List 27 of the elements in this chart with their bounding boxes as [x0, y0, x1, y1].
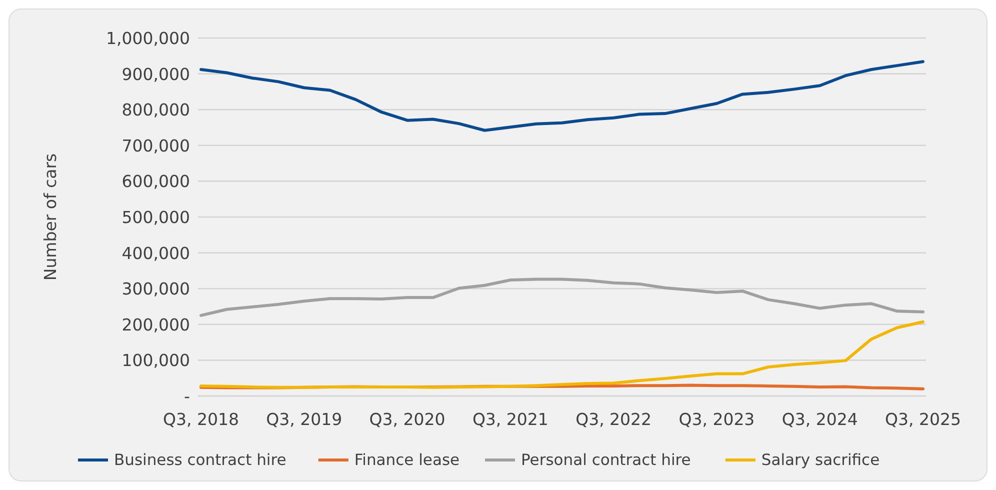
y-tick-label: 600,000: [122, 172, 190, 192]
legend-label: Finance lease: [354, 451, 460, 469]
y-tick-label: 900,000: [122, 64, 190, 84]
y-tick-label: 700,000: [122, 136, 190, 156]
y-tick-label: 800,000: [122, 100, 190, 120]
legend-label: Salary sacrifice: [761, 451, 880, 469]
x-tick-label: Q3, 2023: [678, 410, 755, 429]
line-series: [200, 320, 924, 389]
x-tick-label: Q3, 2021: [472, 410, 548, 429]
legend-label: Business contract hire: [114, 451, 286, 469]
y-tick-label: -: [184, 387, 190, 406]
line-series: [200, 278, 924, 317]
x-tick-label: Q3, 2025: [885, 410, 961, 429]
y-tick-label: 100,000: [122, 351, 190, 370]
y-tick-label: 500,000: [122, 208, 190, 227]
x-tick-label: Q3, 2019: [266, 410, 342, 429]
x-tick-label: Q3, 2020: [369, 410, 446, 429]
x-tick-label: Q3, 2024: [782, 410, 858, 429]
y-tick-label: 1,000,000: [106, 29, 190, 48]
legend-label: Personal contract hire: [521, 451, 691, 469]
y-axis-title: Number of cars: [41, 153, 60, 281]
line-series: [200, 60, 924, 132]
x-tick-label: Q3, 2022: [576, 410, 652, 429]
y-tick-label: 200,000: [122, 315, 190, 334]
x-tick-label: Q3, 2018: [163, 410, 239, 429]
y-tick-label: 400,000: [122, 244, 190, 263]
y-tick-label: 300,000: [122, 280, 190, 299]
